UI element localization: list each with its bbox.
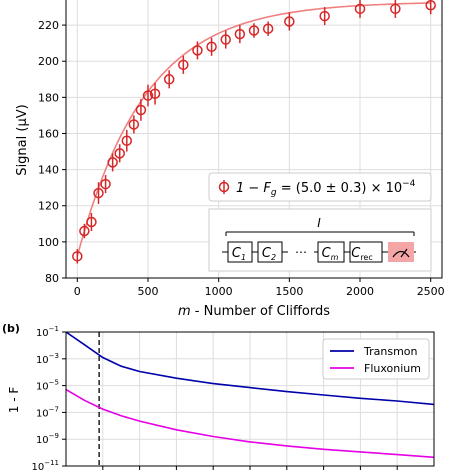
x-tick-label: 500 — [137, 285, 158, 298]
panel-b-series — [65, 331, 435, 466]
panel-a-frame — [65, 0, 443, 279]
data-point — [206, 41, 217, 53]
panel-b-legend-box — [322, 338, 430, 380]
data-point — [142, 90, 154, 101]
panel-b: (b) 10−1 10−3 10−5 10−7 10−9 10−11 1 - F Tran… — [2, 322, 435, 473]
x-axis-variable: m — [178, 304, 191, 319]
circuit-gate-box — [227, 241, 253, 263]
panel-b-legend: Transmon Fluxonium — [322, 338, 430, 380]
y-tick-label: 100 — [38, 236, 59, 249]
meter-needle — [400, 248, 408, 258]
data-point — [192, 45, 203, 56]
y-tick-label: 140 — [38, 164, 59, 177]
data-point — [178, 59, 189, 71]
data-point — [425, 0, 436, 11]
y-tick-label: 180 — [38, 91, 59, 104]
legend-box — [208, 172, 432, 202]
panel-a: 80 100 120 140 160 180 200 220 0 500 1000 1500 2000… — [15, 0, 445, 319]
x-tick-label: 0 — [74, 285, 81, 298]
data-point — [79, 225, 90, 237]
y-tick-label: 80 — [45, 272, 59, 285]
panel-a-data-points — [72, 0, 436, 264]
meter-icon — [392, 250, 410, 258]
y-tick-label: 10−11 — [31, 459, 59, 473]
circuit-diagram: I C1 C2 ⋯ Cm Crec — [208, 208, 432, 272]
data-point — [319, 10, 330, 22]
series-line-transmon — [65, 331, 435, 406]
data-point — [114, 148, 125, 159]
panel-b-y-ticks: 10−1 10−3 10−5 10−7 10−9 10−11 — [31, 325, 66, 473]
y-tick-label: 10−7 — [36, 405, 59, 419]
circuit-identity-label: I — [317, 216, 321, 230]
panel-a-x-axis-label: m - Number of Cliffords — [178, 304, 330, 319]
panel-b-frame — [65, 331, 435, 467]
data-point — [121, 135, 133, 146]
circuit-gate-box — [257, 241, 283, 263]
data-point — [93, 187, 104, 199]
legend-label-transmon: Transmon — [363, 345, 418, 358]
y-tick-label: 120 — [38, 200, 59, 213]
data-point — [149, 88, 161, 99]
data-point — [220, 34, 231, 45]
x-tick-label: 1500 — [275, 285, 303, 298]
panel-a-x-ticks: 0 500 1000 1500 2000 2500 — [74, 278, 445, 298]
panel-b-y-axis-label: 1 - F — [7, 387, 21, 414]
data-point — [86, 216, 97, 228]
x-tick-label: 1000 — [205, 285, 233, 298]
data-point — [354, 3, 366, 15]
circuit-gate-label: C2 — [262, 246, 276, 262]
circuit-gate-box — [349, 241, 383, 263]
legend-label-fluxonium: Fluxonium — [364, 362, 421, 375]
circuit-gate-box — [317, 241, 345, 263]
circuit-gate-label: Crec — [351, 246, 373, 262]
legend-marker — [218, 181, 230, 193]
data-point — [100, 178, 111, 190]
x-tick-label: 2500 — [417, 285, 445, 298]
panel-a-legend: 1 − Fg = (5.0 ± 0.3) × 10−4 — [208, 172, 432, 202]
data-point — [284, 16, 295, 27]
y-tick-label: 160 — [38, 127, 59, 140]
data-point — [163, 74, 175, 85]
data-point — [248, 25, 260, 36]
data-point — [72, 251, 83, 262]
panel-b-label: (b) — [2, 322, 20, 335]
y-tick-label: 200 — [38, 55, 59, 68]
data-point — [107, 157, 118, 168]
data-point — [234, 28, 246, 40]
y-tick-label: 10−1 — [36, 325, 59, 339]
legend-label: 1 − Fg = (5.0 ± 0.3) × 10−4 — [236, 179, 416, 198]
panel-b-x-ticks — [102, 466, 398, 470]
data-point — [135, 104, 147, 116]
series-line-fluxonium — [65, 388, 435, 459]
panel-a-y-axis-label: Signal (μV) — [15, 104, 30, 175]
y-tick-label: 10−9 — [36, 432, 59, 446]
circuit-gates: C1 C2 ⋯ Cm Crec — [227, 241, 383, 263]
data-point — [128, 119, 140, 130]
panel-a-y-ticks: 80 100 120 140 160 180 200 220 — [38, 19, 66, 285]
circuit-ellipsis-mask — [288, 246, 314, 258]
x-axis-text: - Number of Cliffords — [191, 304, 331, 319]
y-tick-label: 220 — [38, 19, 59, 32]
x-tick-label: 2000 — [346, 285, 374, 298]
y-tick-label: 10−3 — [36, 352, 59, 366]
circuit-gate-label: C1 — [232, 246, 246, 262]
data-point — [262, 23, 274, 34]
circuit-gate-label: Cm — [322, 246, 339, 262]
circuit-ellipsis: ⋯ — [295, 245, 307, 259]
data-point — [390, 3, 401, 15]
y-tick-label: 10−5 — [36, 379, 59, 393]
